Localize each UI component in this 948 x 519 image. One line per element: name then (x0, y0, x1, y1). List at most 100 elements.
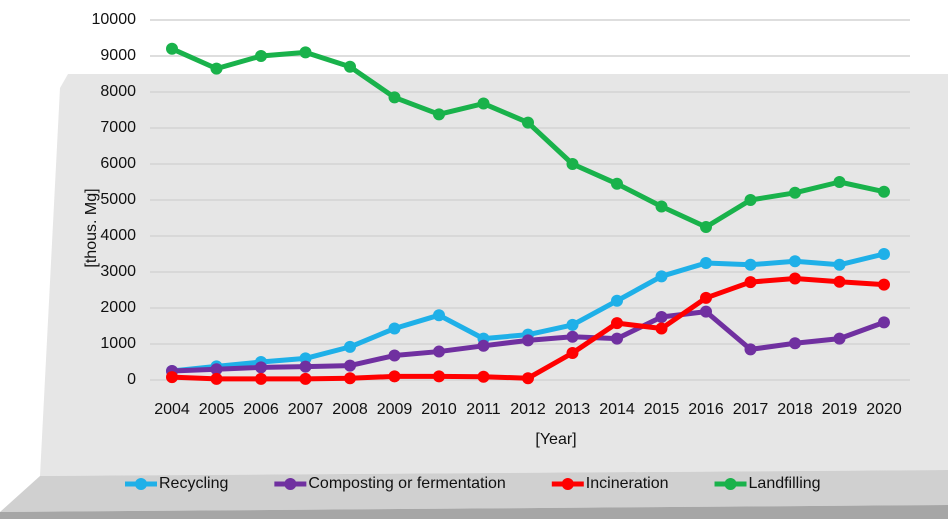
point (210, 62, 223, 75)
point (166, 371, 178, 384)
x-tick-label: 2009 (377, 401, 413, 418)
point (744, 343, 757, 356)
legend-marker (724, 478, 737, 490)
point (655, 200, 668, 213)
point (477, 339, 490, 352)
point (522, 334, 534, 347)
point (833, 275, 846, 288)
point (700, 221, 712, 233)
point (833, 176, 846, 188)
point (433, 309, 445, 322)
point (388, 370, 401, 383)
point (299, 360, 312, 373)
legend-marker (135, 478, 147, 490)
legend-label: Landfilling (749, 475, 821, 492)
point (255, 361, 267, 374)
x-tick-label: 2005 (199, 401, 235, 418)
x-tick-label: 2010 (421, 401, 457, 418)
legend-label: Incineration (586, 475, 669, 492)
point (700, 305, 712, 318)
x-tick-label: 2012 (510, 401, 546, 418)
backdrop-panel (40, 74, 948, 476)
point (388, 349, 401, 362)
point (344, 359, 356, 372)
y-tick-label: 6000 (100, 155, 136, 172)
point (433, 345, 445, 358)
y-tick-label: 8000 (100, 83, 136, 100)
y-tick-label: 1000 (100, 335, 136, 352)
point (655, 270, 668, 283)
point (566, 318, 579, 331)
backdrop-edge (0, 505, 948, 519)
point (566, 158, 579, 170)
y-tick-label: 10000 (92, 11, 137, 28)
point (299, 352, 312, 365)
y-tick-label: 5000 (100, 191, 136, 208)
point (522, 372, 534, 385)
x-tick-label: 2018 (777, 401, 813, 418)
point (878, 316, 890, 329)
x-tick-label: 2015 (644, 401, 680, 418)
point (700, 257, 712, 269)
point (789, 337, 801, 350)
point (522, 116, 534, 129)
y-tick-label: 4000 (100, 227, 136, 244)
y-tick-label: 0 (127, 371, 136, 388)
legend-label: Composting or fermentation (308, 475, 505, 492)
point (789, 186, 801, 199)
y-axis-label: [thous. Mg] (83, 188, 100, 267)
point (477, 370, 490, 383)
point (344, 372, 356, 385)
point (210, 363, 223, 376)
x-tick-label: 2013 (555, 401, 591, 418)
x-tick-label: 2016 (688, 401, 724, 418)
point (388, 91, 401, 104)
point (878, 278, 890, 291)
point (744, 194, 757, 206)
point (210, 372, 223, 385)
point (878, 248, 890, 260)
x-tick-label: 2006 (243, 401, 279, 418)
backdrop-base (0, 470, 948, 512)
point (566, 347, 579, 359)
point (611, 294, 623, 307)
point (611, 332, 623, 345)
point (566, 330, 579, 343)
point (433, 108, 445, 121)
legend-label: Recycling (159, 475, 228, 492)
point (744, 258, 757, 271)
point (655, 311, 668, 323)
y-tick-label: 2000 (100, 299, 136, 316)
point (344, 60, 356, 73)
x-axis-label: [Year] (535, 431, 576, 448)
point (744, 276, 757, 289)
point (655, 322, 668, 335)
point (611, 317, 623, 330)
point (833, 258, 846, 271)
point (299, 46, 312, 59)
legend-marker (284, 478, 297, 490)
point (166, 42, 178, 55)
y-tick-label: 7000 (100, 119, 136, 136)
point (299, 372, 312, 385)
legend-marker (561, 478, 574, 490)
x-tick-label: 2014 (599, 401, 635, 418)
point (344, 340, 356, 353)
point (878, 185, 890, 198)
point (477, 97, 490, 110)
y-tick-label: 3000 (100, 263, 136, 280)
point (789, 272, 801, 285)
x-tick-label: 2004 (154, 401, 190, 418)
x-tick-label: 2017 (733, 401, 769, 418)
point (388, 322, 401, 335)
point (255, 372, 267, 385)
y-tick-label: 9000 (100, 47, 136, 64)
point (433, 370, 445, 383)
x-tick-label: 2019 (822, 401, 858, 418)
point (789, 255, 801, 268)
x-tick-label: 2007 (288, 401, 324, 418)
point (611, 177, 623, 190)
x-tick-label: 2020 (866, 401, 902, 418)
point (255, 50, 267, 62)
